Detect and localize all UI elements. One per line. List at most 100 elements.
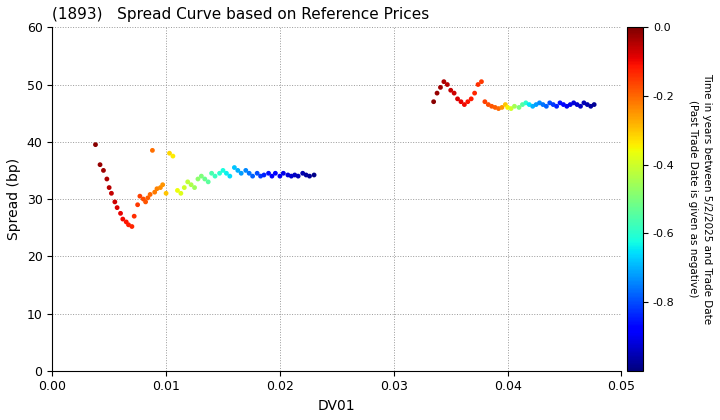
- Point: [520, 100, 531, 106]
- Point: [438, 78, 450, 85]
- Point: [449, 90, 460, 97]
- Point: [486, 103, 498, 110]
- Point: [564, 101, 576, 108]
- Point: [157, 181, 168, 188]
- Point: [109, 199, 121, 205]
- Point: [568, 100, 580, 106]
- Point: [98, 167, 109, 174]
- Point: [502, 104, 513, 111]
- Point: [578, 100, 590, 106]
- Point: [114, 210, 126, 217]
- Point: [196, 173, 207, 179]
- Point: [132, 202, 143, 208]
- Point: [175, 190, 186, 197]
- Point: [282, 172, 294, 178]
- Point: [185, 181, 197, 188]
- Point: [455, 98, 467, 105]
- Point: [308, 172, 320, 178]
- Point: [182, 178, 194, 185]
- Point: [161, 190, 172, 197]
- Point: [561, 103, 572, 110]
- Point: [435, 84, 446, 91]
- Point: [120, 218, 132, 225]
- Point: [582, 101, 593, 108]
- Point: [304, 173, 315, 179]
- Point: [509, 103, 521, 110]
- Y-axis label: Time in years between 5/2/2025 and Trade Date
(Past Trade Date is given as negat: Time in years between 5/2/2025 and Trade…: [688, 74, 713, 325]
- Point: [266, 173, 278, 179]
- Point: [445, 87, 456, 94]
- Point: [558, 101, 570, 108]
- Point: [251, 170, 263, 177]
- Point: [134, 193, 145, 199]
- Point: [476, 78, 487, 85]
- Point: [94, 161, 106, 168]
- Point: [531, 101, 542, 108]
- Point: [90, 141, 102, 148]
- Point: [523, 101, 535, 108]
- Point: [544, 100, 556, 106]
- Point: [255, 173, 266, 179]
- Point: [469, 90, 480, 97]
- Point: [588, 101, 600, 108]
- Point: [147, 147, 158, 154]
- Point: [142, 194, 153, 201]
- Point: [585, 103, 596, 110]
- Point: [163, 150, 175, 157]
- Point: [122, 221, 134, 228]
- Point: [210, 173, 221, 179]
- Point: [202, 178, 214, 185]
- Point: [537, 101, 549, 108]
- Point: [224, 173, 235, 179]
- Point: [482, 101, 494, 108]
- Point: [451, 95, 463, 102]
- Text: (1893)   Spread Curve based on Reference Prices: (1893) Spread Curve based on Reference P…: [53, 7, 429, 22]
- Point: [428, 98, 439, 105]
- Point: [117, 216, 129, 223]
- Point: [214, 170, 225, 177]
- Point: [151, 185, 163, 192]
- Point: [472, 81, 484, 88]
- Point: [155, 184, 166, 191]
- Point: [572, 101, 583, 108]
- Point: [534, 100, 545, 106]
- Point: [263, 170, 274, 177]
- Point: [441, 81, 453, 88]
- Point: [496, 104, 508, 111]
- Point: [112, 204, 123, 211]
- Point: [106, 190, 117, 197]
- Point: [149, 189, 161, 196]
- Point: [101, 176, 112, 182]
- Point: [243, 170, 255, 177]
- Point: [274, 173, 286, 179]
- Point: [145, 191, 156, 198]
- Point: [278, 170, 289, 177]
- Point: [179, 184, 190, 191]
- Point: [465, 95, 477, 102]
- Point: [462, 98, 474, 105]
- Point: [104, 184, 115, 191]
- Point: [229, 164, 240, 171]
- Point: [289, 172, 300, 178]
- Point: [527, 103, 539, 110]
- Point: [189, 184, 200, 191]
- Point: [128, 213, 140, 220]
- Point: [140, 199, 151, 205]
- Point: [126, 223, 138, 230]
- Point: [258, 172, 270, 178]
- Point: [490, 104, 501, 111]
- Point: [431, 90, 443, 97]
- Point: [232, 167, 243, 174]
- Point: [235, 170, 247, 177]
- Point: [269, 170, 281, 177]
- Point: [138, 196, 149, 202]
- Point: [286, 173, 297, 179]
- Point: [505, 105, 517, 112]
- Point: [192, 176, 204, 182]
- Point: [206, 170, 217, 177]
- Point: [199, 176, 210, 182]
- Point: [479, 98, 490, 105]
- Point: [492, 105, 504, 112]
- Point: [554, 100, 566, 106]
- Point: [297, 170, 308, 177]
